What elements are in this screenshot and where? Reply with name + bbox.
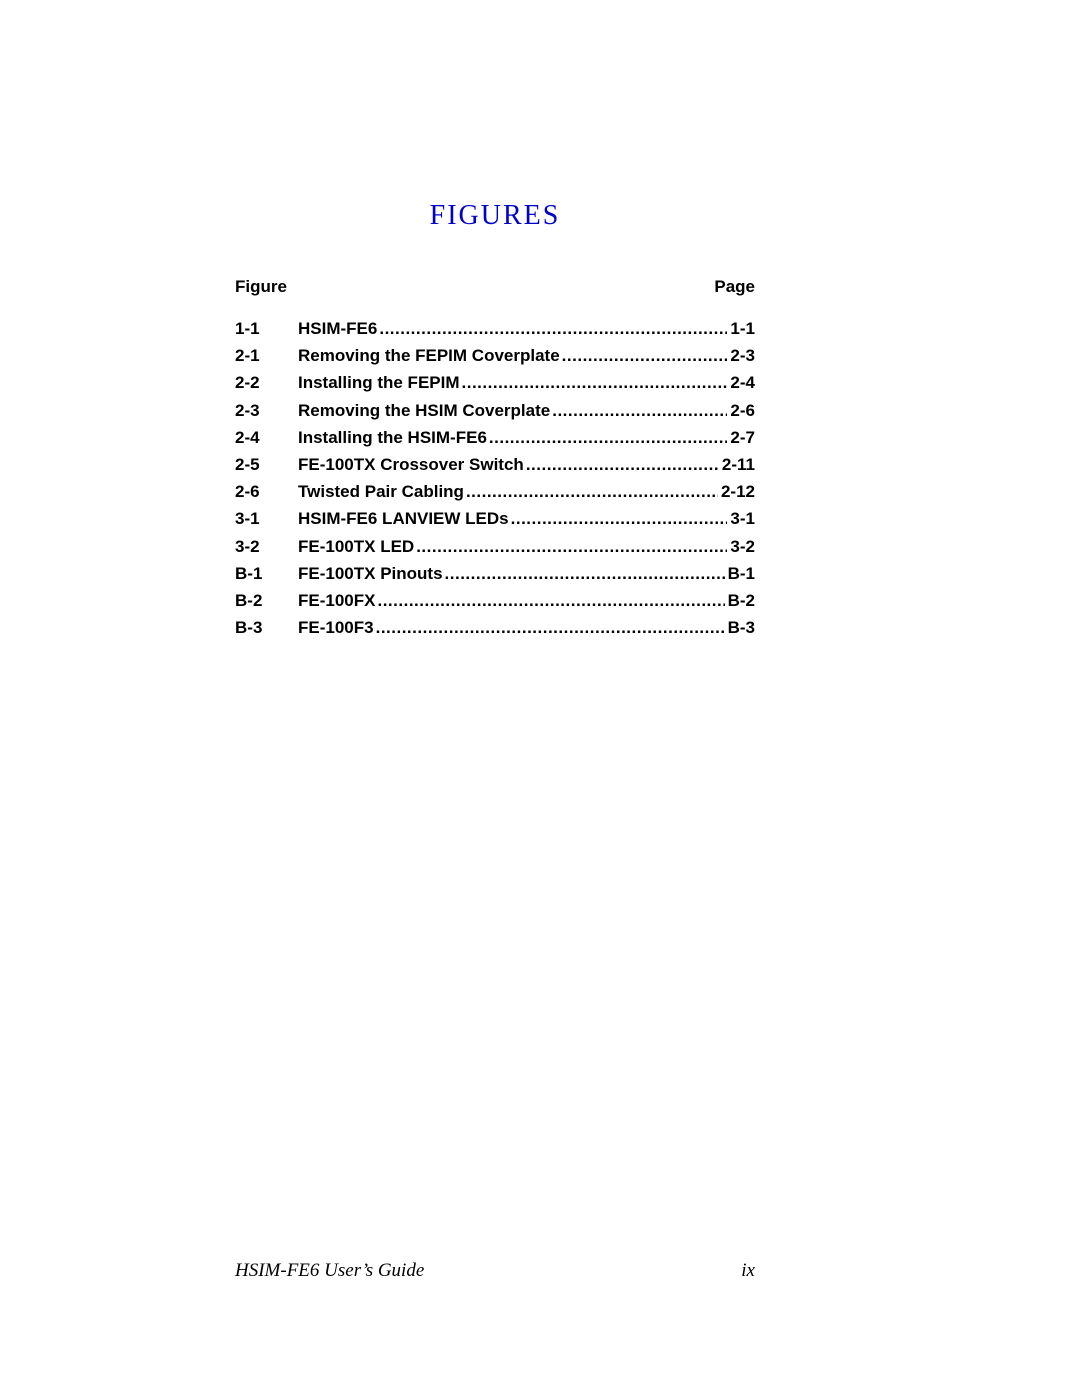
figure-title: Removing the FEPIM Coverplate (298, 342, 560, 369)
figure-page: 2-3 (727, 342, 755, 369)
header-page: Page (714, 277, 755, 297)
figure-number: 3-2 (235, 533, 298, 560)
figure-title: FE-100TX Crossover Switch (298, 451, 524, 478)
figure-entry[interactable]: B-1FE-100TX PinoutsB-1 (235, 560, 755, 587)
dot-leader (489, 424, 728, 451)
figure-title: Twisted Pair Cabling (298, 478, 464, 505)
figure-entry[interactable]: 1-1HSIM-FE61-1 (235, 315, 755, 342)
figure-entry[interactable]: 2-1Removing the FEPIM Coverplate 2-3 (235, 342, 755, 369)
figure-number: 2-1 (235, 342, 298, 369)
figure-number: 1-1 (235, 315, 298, 342)
dot-leader (526, 451, 719, 478)
section-title: FIGURES (235, 200, 755, 232)
figure-number: 2-3 (235, 397, 298, 424)
figure-entry[interactable]: B-3FE-100F3B-3 (235, 614, 755, 641)
figure-title: FE-100TX Pinouts (298, 560, 443, 587)
figure-entry[interactable]: 2-6Twisted Pair Cabling 2-12 (235, 478, 755, 505)
figure-page: 2-12 (718, 478, 755, 505)
figure-number: 2-4 (235, 424, 298, 451)
figure-page: 2-7 (727, 424, 755, 451)
figure-page: B-1 (725, 560, 755, 587)
figures-list: 1-1HSIM-FE61-12-1Removing the FEPIM Cove… (235, 315, 755, 641)
figure-title: Installing the FEPIM (298, 369, 460, 396)
dot-leader (466, 478, 718, 505)
dot-leader (379, 315, 727, 342)
figure-entry[interactable]: 2-2Installing the FEPIM 2-4 (235, 369, 755, 396)
figure-number: B-2 (235, 587, 298, 614)
figure-title: FE-100TX LED (298, 533, 414, 560)
figure-title: HSIM-FE6 LANVIEW LEDs (298, 505, 509, 532)
figure-title: Installing the HSIM-FE6 (298, 424, 487, 451)
figure-entry[interactable]: B-2FE-100FXB-2 (235, 587, 755, 614)
figure-page: 1-1 (727, 315, 755, 342)
dot-leader (445, 560, 725, 587)
dot-leader (376, 614, 725, 641)
figure-entry[interactable]: 3-2FE-100TX LED3-2 (235, 533, 755, 560)
dot-leader (377, 587, 724, 614)
page-footer: HSIM-FE6 User’s Guide ix (235, 1260, 755, 1282)
figure-page: 2-11 (719, 451, 755, 478)
figure-number: 2-2 (235, 369, 298, 396)
figure-page: 2-4 (727, 369, 755, 396)
figure-page: B-2 (725, 587, 755, 614)
figure-title: FE-100F3 (298, 614, 374, 641)
figure-entry[interactable]: 2-4Installing the HSIM-FE6 2-7 (235, 424, 755, 451)
figure-page: 2-6 (727, 397, 755, 424)
dot-leader (416, 533, 727, 560)
figure-number: 3-1 (235, 505, 298, 532)
figure-number: 2-5 (235, 451, 298, 478)
dot-leader (562, 342, 728, 369)
page: FIGURES Figure Page 1-1HSIM-FE61-12-1Rem… (0, 0, 1080, 1397)
dot-leader (511, 505, 728, 532)
figure-entry[interactable]: 2-3Removing the HSIM Coverplate 2-6 (235, 397, 755, 424)
figure-entry[interactable]: 3-1HSIM-FE6 LANVIEW LEDs3-1 (235, 505, 755, 532)
dot-leader (462, 369, 728, 396)
figure-title: Removing the HSIM Coverplate (298, 397, 550, 424)
figure-number: B-1 (235, 560, 298, 587)
figure-page: 3-2 (727, 533, 755, 560)
column-headers: Figure Page (235, 277, 755, 297)
figure-title: FE-100FX (298, 587, 375, 614)
figure-number: 2-6 (235, 478, 298, 505)
footer-page-number: ix (741, 1260, 755, 1282)
figure-title: HSIM-FE6 (298, 315, 377, 342)
figure-page: 3-1 (727, 505, 755, 532)
header-figure: Figure (235, 277, 287, 297)
figure-number: B-3 (235, 614, 298, 641)
figure-entry[interactable]: 2-5FE-100TX Crossover Switch 2-11 (235, 451, 755, 478)
content-area: FIGURES Figure Page 1-1HSIM-FE61-12-1Rem… (235, 200, 755, 641)
figure-page: B-3 (725, 614, 755, 641)
dot-leader (552, 397, 727, 424)
footer-doc-title: HSIM-FE6 User’s Guide (235, 1260, 424, 1282)
